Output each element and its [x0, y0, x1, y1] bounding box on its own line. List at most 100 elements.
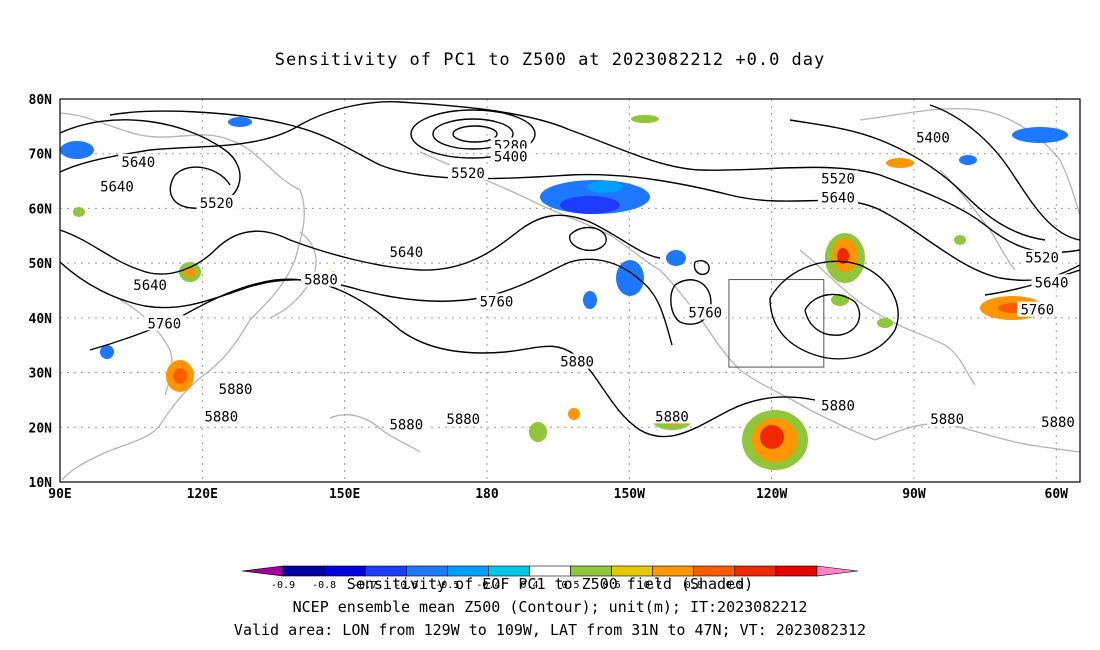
- contour-label-bg: [912, 129, 953, 145]
- y-tick-label: 30N: [29, 367, 53, 382]
- x-tick-label: 60W: [1045, 487, 1069, 502]
- colorbar-level-label: 0.8: [685, 580, 703, 591]
- contour-label: 5760: [480, 294, 514, 310]
- z500-contours: [60, 101, 1080, 438]
- negative-patch-arctic-west: [228, 117, 252, 127]
- coast-japan: [269, 231, 317, 319]
- contour-label: 5640: [389, 245, 423, 261]
- contour-low-5280-outer: [410, 109, 536, 159]
- coast-new-guinea: [329, 414, 421, 453]
- contour-label: 5880: [389, 418, 423, 434]
- negative-patch-southwest: [100, 345, 114, 359]
- caption-valid-area: Valid area: LON from 129W to 109W, LAT f…: [233, 621, 867, 639]
- positive-patch-small-4: [568, 408, 580, 420]
- x-tick-label: 90E: [48, 487, 71, 502]
- contour-label: 5640: [121, 155, 155, 171]
- contour-5400-east: [929, 104, 1080, 241]
- positive-patch-china-core: [173, 368, 187, 384]
- colorbar-max-triangle: [816, 565, 859, 577]
- colorbar-level-label: -0.6: [394, 580, 418, 591]
- contour-label-bg: [1031, 274, 1072, 290]
- contour-label: 5760: [148, 316, 182, 332]
- contour-5640-north: [109, 110, 1080, 281]
- y-tick-label: 80N: [29, 93, 53, 108]
- contour-label: 5760: [688, 305, 722, 321]
- contour-label-bg: [1038, 413, 1078, 429]
- colorbar-level-label: -0.5: [435, 580, 459, 591]
- contour-label: 5640: [821, 190, 855, 206]
- contour-label-bg: [557, 353, 598, 369]
- positive-patch-small-3: [529, 422, 547, 442]
- contour-label-bg: [818, 170, 859, 186]
- positive-patch-small-5: [954, 235, 966, 245]
- contour-label-bg: [215, 380, 256, 396]
- contour-cutoff-low-inner: [693, 260, 710, 276]
- colorbar-level-label: 0.9: [726, 580, 744, 591]
- positive-patch-small-6: [73, 207, 85, 217]
- contour-label: 5880: [655, 409, 689, 425]
- valid-area-box: [728, 279, 825, 368]
- positive-patch-plains-core: [837, 248, 849, 264]
- contour-label-bg: [490, 148, 531, 164]
- contour-label: 5880: [204, 409, 238, 425]
- positive-patch-small-1: [831, 294, 849, 306]
- y-tick-label: 50N: [29, 257, 53, 272]
- contour-label-bg: [927, 411, 968, 427]
- colorbar-level-label: 0.5: [562, 580, 580, 591]
- map-plot-area: 5640564055205280540055205400552056405640…: [59, 98, 1081, 483]
- x-tick-label: 90W: [902, 487, 926, 502]
- contour-label: 5880: [560, 355, 594, 371]
- contour-label-bg: [144, 315, 185, 331]
- colorbar-level-label: -0.9: [271, 580, 295, 591]
- contour-label: 5520: [451, 166, 485, 182]
- y-tick-label: 10N: [29, 476, 53, 491]
- negative-patch-central-pacific: [616, 260, 644, 296]
- contour-label: 5760: [1020, 303, 1054, 319]
- coast-southeast-asia: [61, 424, 161, 481]
- contour-label-bg: [448, 164, 488, 180]
- contour-label-bg: [118, 153, 159, 169]
- contour-label-bg: [300, 271, 341, 287]
- contour-ridge-east-2: [804, 293, 861, 336]
- y-axis-tick-labels: 80N 70N 60N 50N 40N 30N 20N 10N: [29, 93, 53, 491]
- coast-caribbean: [874, 423, 1080, 453]
- coast-great-lakes-east: [799, 249, 976, 386]
- colorbar-level-label: 0.4: [520, 580, 538, 591]
- negative-patch-arctic-east: [1012, 127, 1068, 143]
- contour-label: 5520: [1025, 251, 1059, 267]
- contour-5760: [60, 258, 673, 346]
- x-tick-label: 150E: [329, 487, 360, 502]
- contour-label: 5400: [916, 130, 950, 146]
- positive-patch-mexico-core: [760, 425, 784, 449]
- colorbar-level-label: -0.4: [476, 580, 500, 591]
- contour-label-layer: 5640564055205280540055205400552056405640…: [96, 129, 1078, 434]
- positive-patch-small-7: [631, 115, 659, 123]
- contour-label: 5880: [821, 398, 855, 414]
- negative-patch-core: [560, 196, 620, 214]
- colorbar-level-label: 0.7: [644, 580, 662, 591]
- colorbar-labels: -0.9 -0.8 -0.7 -0.6 -0.5 -0.4 0.4 0.5 0.6 0.7 0.8 0…: [271, 580, 744, 591]
- y-tick-label: 40N: [29, 312, 53, 327]
- y-tick-label: 70N: [29, 148, 53, 163]
- caption-contour: NCEP ensemble mean Z500 (Contour); unit(…: [292, 598, 808, 616]
- contour-5640-south: [60, 214, 661, 275]
- negative-patch-left-edge: [60, 141, 94, 159]
- x-tick-label: 180: [475, 487, 499, 502]
- coast-east-asia: [60, 112, 305, 426]
- contour-label: 5640: [1035, 275, 1069, 291]
- coast-arctic-canada: [859, 108, 1080, 216]
- contour-label: 5640: [133, 278, 167, 294]
- colorbar-level-label: 0.6: [603, 580, 621, 591]
- contour-label-bg: [196, 194, 237, 210]
- contour-label-bg: [443, 411, 484, 427]
- contour-label: 5520: [821, 171, 855, 187]
- x-tick-label: 120W: [756, 487, 787, 502]
- map-frame: [59, 98, 1081, 483]
- contour-5880: [89, 278, 816, 438]
- contour-low-inner-1: [432, 118, 514, 150]
- contour-label-bg: [476, 293, 517, 309]
- contour-label-bg: [130, 277, 171, 293]
- chart-title: Sensitivity of PC1 to Z500 at 2023082212…: [274, 50, 826, 70]
- y-tick-label: 20N: [29, 421, 53, 436]
